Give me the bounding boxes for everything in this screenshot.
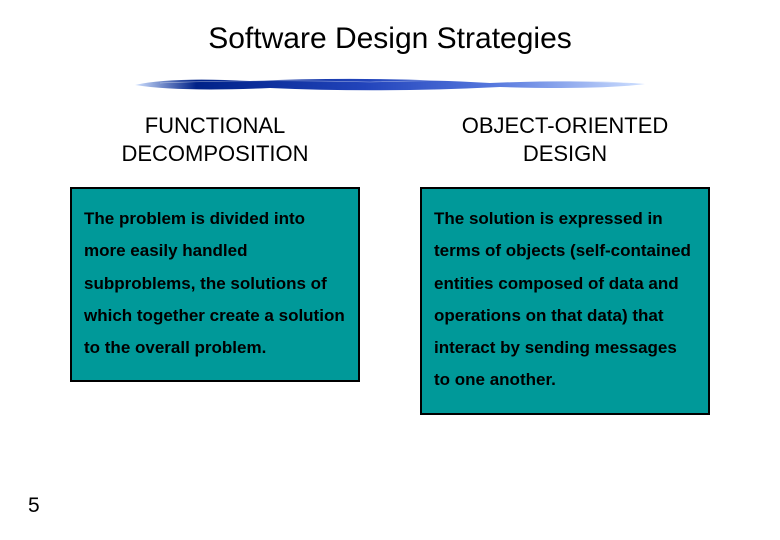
right-box-text: The solution is expressed in terms of ob…	[434, 203, 696, 397]
right-heading: OBJECT-ORIENTED DESIGN	[462, 112, 669, 167]
left-column: FUNCTIONAL DECOMPOSITION The problem is …	[60, 112, 370, 415]
columns-container: FUNCTIONAL DECOMPOSITION The problem is …	[0, 112, 780, 415]
page-number: 5	[28, 494, 40, 518]
right-column: OBJECT-ORIENTED DESIGN The solution is e…	[410, 112, 720, 415]
slide-title: Software Design Strategies	[0, 0, 780, 64]
left-box: The problem is divided into more easily …	[70, 187, 360, 382]
brushstroke-divider	[130, 74, 650, 94]
right-box: The solution is expressed in terms of ob…	[420, 187, 710, 415]
left-heading: FUNCTIONAL DECOMPOSITION	[121, 112, 308, 167]
left-box-text: The problem is divided into more easily …	[84, 203, 346, 364]
